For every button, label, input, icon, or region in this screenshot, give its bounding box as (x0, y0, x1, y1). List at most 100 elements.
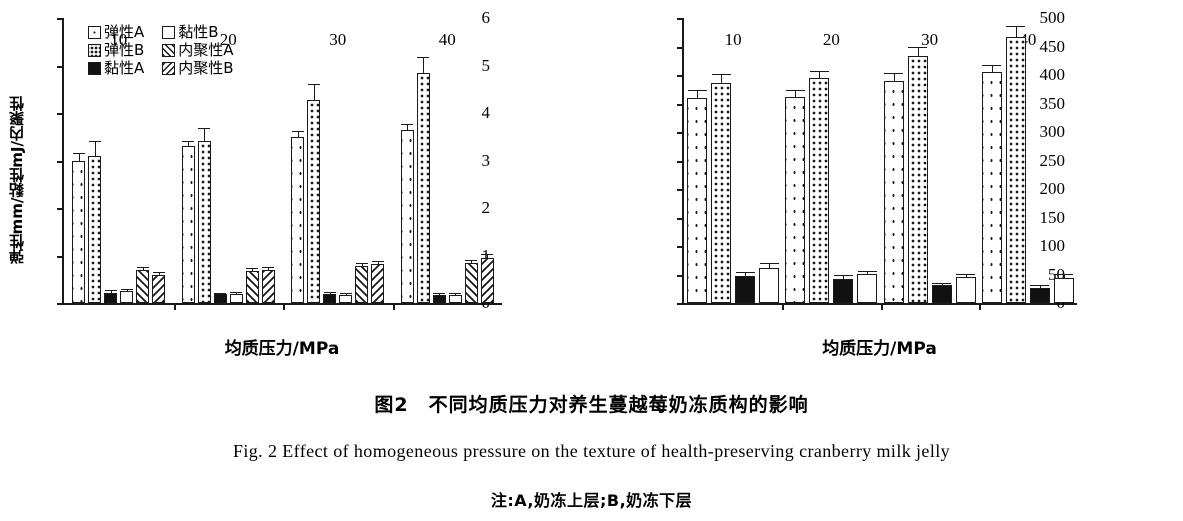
error-bar (487, 254, 489, 258)
plot-area-right: 05010015020025030035040045050010203040 (677, 9, 1077, 311)
y-axis-tick (57, 208, 64, 210)
error-bar-cap (120, 288, 133, 290)
y-axis-tick-label: 6 (481, 8, 491, 28)
x-axis-tick (880, 303, 883, 310)
y-axis-tick (677, 217, 684, 220)
y-axis-tick-label: 4 (481, 103, 491, 123)
y-axis-label-left: 弹性mm/黏性mJ/内聚性 (8, 96, 26, 265)
figure-note: 注:A,奶冻上层;B,奶冻下层 (490, 491, 693, 510)
error-bar (471, 260, 473, 263)
figure-caption-english: Fig. 2 Effect of homogeneous pressure on… (232, 441, 951, 461)
bar (857, 273, 878, 303)
bar (833, 278, 854, 303)
y-axis-tick-label: 300 (1039, 122, 1066, 142)
error-bar-cap (982, 65, 1002, 67)
legend-swatch-icon (88, 44, 101, 57)
error-bar (1015, 26, 1017, 37)
bar (291, 136, 305, 303)
y-axis-tick-label: 3 (481, 150, 491, 170)
y-axis-tick (677, 160, 684, 163)
legend-swatch-icon (88, 26, 101, 39)
y-axis-tick-label: 200 (1039, 179, 1066, 199)
legend-label: 黏性B (178, 23, 219, 41)
bar (400, 129, 414, 303)
error-bar-cap (291, 131, 304, 132)
error-bar-cap (230, 291, 243, 293)
error-bar (843, 276, 845, 279)
error-bar-cap (246, 268, 259, 270)
error-bar-cap (152, 271, 165, 273)
x-axis-label-right: 均质压力/MPa (822, 339, 937, 359)
error-bar-cap (1030, 284, 1050, 286)
bar (323, 293, 337, 303)
bar (981, 72, 1002, 303)
x-axis-tick-label: 10 (724, 30, 742, 49)
error-bar (313, 85, 315, 100)
error-bar-cap (809, 70, 829, 72)
bar (213, 294, 227, 303)
bar (955, 276, 976, 303)
legend-swatch-icon (162, 44, 176, 57)
error-bar (917, 47, 919, 56)
bar (809, 78, 830, 303)
legend-item: 弹性A (88, 25, 144, 40)
error-bar (297, 132, 299, 137)
error-bar-cap (1054, 274, 1074, 276)
error-bar (941, 283, 943, 286)
error-bar-cap (355, 263, 368, 265)
error-bar (142, 267, 144, 270)
error-bar-cap (481, 253, 494, 255)
error-bar (220, 293, 222, 295)
legend-label: 黏性A (104, 59, 145, 77)
error-bar (78, 153, 80, 161)
bar (88, 155, 102, 303)
error-bar-cap (449, 292, 462, 294)
bar (1053, 277, 1074, 303)
error-bar (991, 66, 993, 73)
y-axis-tick (677, 18, 684, 20)
x-axis-tick (392, 303, 395, 310)
y-axis-tick-label: 2 (481, 198, 491, 218)
x-axis-tick-label: 20 (822, 30, 840, 49)
bar (1005, 36, 1026, 303)
error-bar-cap (72, 152, 85, 154)
legend-item: 黏性A (88, 61, 144, 76)
error-bar-cap (339, 293, 352, 295)
error-bar-cap (198, 127, 211, 129)
x-axis-tick-label: 30 (329, 30, 347, 49)
y-axis-tick-label: 5 (481, 55, 491, 75)
legend-label: 弹性B (104, 41, 145, 59)
error-bar (268, 267, 270, 270)
y-axis-tick-label: 400 (1039, 65, 1066, 85)
x-axis-tick (782, 303, 785, 310)
error-bar (697, 90, 699, 98)
x-axis-tick-label: 40 (438, 30, 456, 49)
y-axis-tick (57, 113, 64, 115)
y-axis-tick-label: 100 (1039, 236, 1066, 256)
bar (371, 264, 385, 303)
error-bar (1039, 285, 1041, 288)
bar (307, 99, 321, 303)
y-axis-tick (677, 274, 684, 277)
error-bar-cap (711, 74, 731, 75)
bar (480, 257, 494, 303)
error-bar-cap (182, 140, 195, 142)
error-bar-cap (735, 271, 755, 273)
bar (120, 291, 134, 303)
y-axis-tick (57, 65, 64, 68)
bar (687, 97, 708, 303)
error-bar (329, 293, 331, 294)
legend-swatch-icon (162, 26, 176, 39)
y-axis-tick-label: 150 (1039, 207, 1066, 227)
error-bar-cap (323, 292, 336, 294)
y-axis-tick (677, 46, 684, 49)
bar (229, 293, 243, 303)
bar (416, 72, 430, 303)
error-bar (795, 90, 797, 97)
error-bar-cap (371, 260, 384, 262)
bar (883, 81, 904, 303)
error-bar-cap (401, 124, 414, 126)
bar (464, 262, 478, 303)
error-bar (94, 141, 96, 156)
